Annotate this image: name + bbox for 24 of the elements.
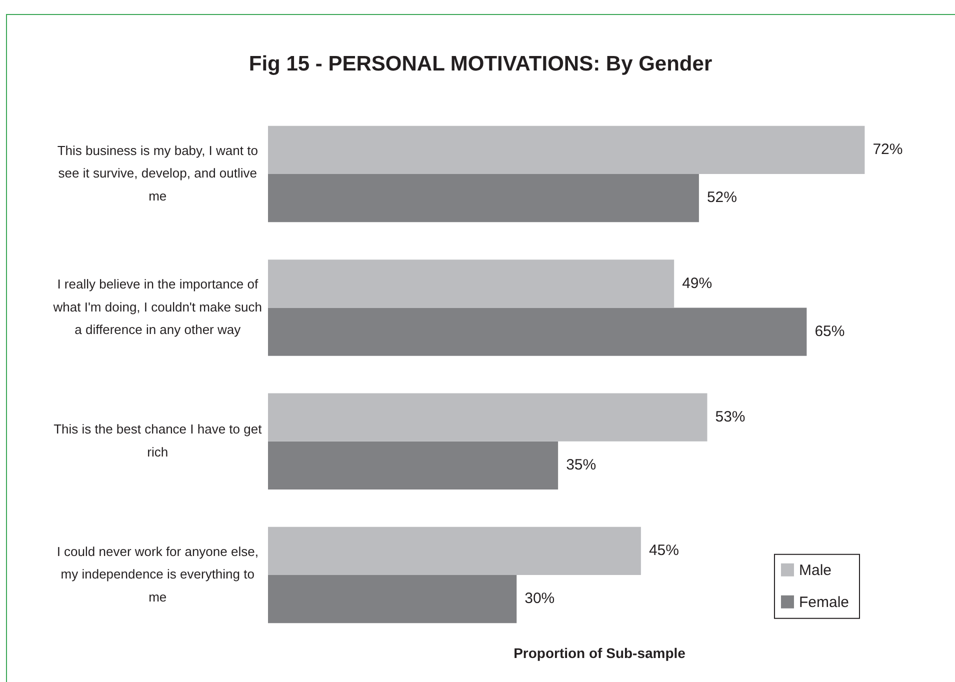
bar: [268, 393, 708, 442]
legend-label: Male: [798, 562, 832, 580]
y-tick-label: I could never work for anyone else, my independence is everything to me: [56, 544, 258, 604]
legend-label: Female: [798, 594, 850, 612]
data-label: 65%: [814, 322, 845, 340]
data-label: 35%: [566, 456, 596, 474]
data-label: 30%: [524, 590, 555, 608]
chart-title: Fig 15 - PERSONAL MOTIVATIONS: By Gender: [248, 52, 712, 76]
data-label: 52%: [706, 189, 737, 206]
bar: [268, 174, 699, 222]
data-label: 53%: [715, 408, 746, 426]
y-tick-label: This is the best chance I have to get rich: [54, 422, 262, 460]
bar: [268, 575, 517, 624]
data-label: 45%: [648, 542, 679, 560]
data-label: 72%: [872, 141, 903, 158]
bar: [268, 308, 807, 356]
bar: [268, 526, 641, 576]
x-axis-title: Proportion of Sub-sample: [514, 645, 686, 662]
y-tick-label: This business is my baby, I want to see it survive, develop, and outlive me: [57, 142, 258, 204]
y-tick-label: I really believe in the importance of what I'm doing, I couldn't make such a difference in any other way: [52, 276, 262, 338]
data-label: 49%: [682, 274, 712, 292]
bar: [268, 126, 865, 174]
bar: [268, 260, 674, 308]
bar: [268, 441, 558, 490]
